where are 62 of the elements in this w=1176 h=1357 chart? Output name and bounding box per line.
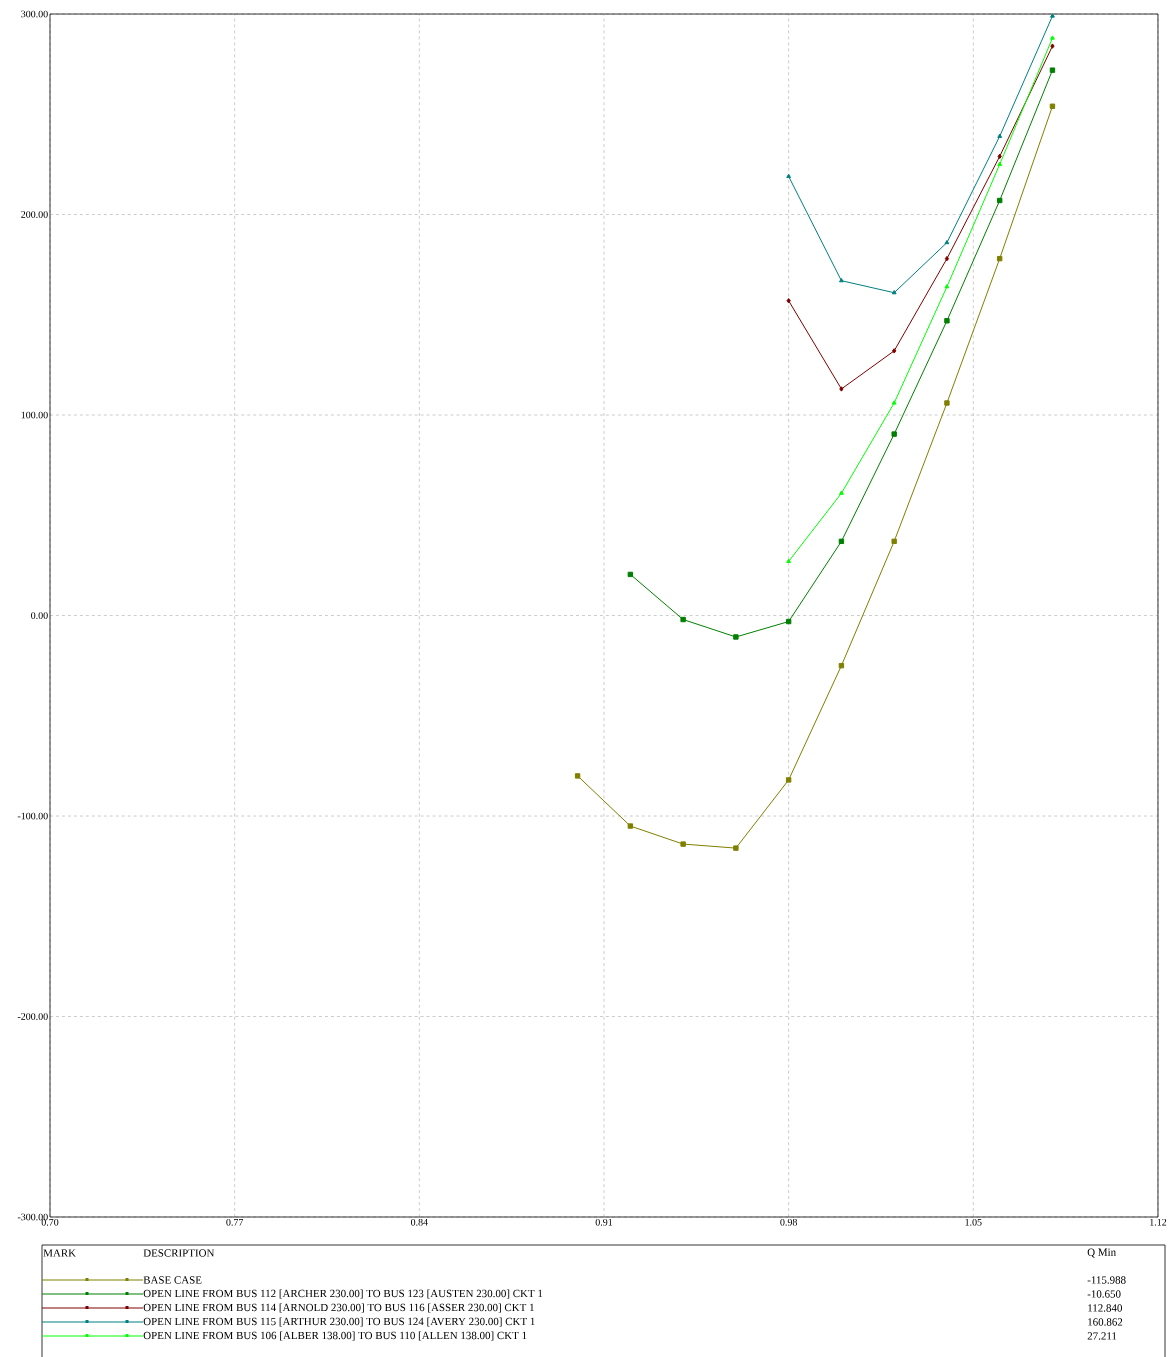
text: -115.988 — [1087, 1276, 1126, 1284]
point — [891, 431, 897, 437]
legend-label: OPEN LINE FROM BUS 114 [ARNOLD 230.00] TO BUS 116 [ASSER 230.00] CKT 1 — [143, 1303, 534, 1313]
point — [839, 386, 844, 392]
point — [838, 538, 845, 545]
point — [786, 558, 792, 563]
point — [1050, 35, 1055, 40]
point — [997, 133, 1003, 138]
text: MARK — [43, 1249, 76, 1257]
point — [944, 239, 950, 245]
point — [785, 618, 792, 625]
point — [944, 284, 950, 289]
point — [997, 153, 1002, 160]
point — [733, 634, 739, 640]
legend-label: OPEN LINE FROM BUS 106 [ALBER 138.00] TO BUS 110 [ALLEN 138.00] CKT 1 — [143, 1331, 527, 1341]
x-tick-label: 0.98 — [780, 1218, 797, 1226]
point — [997, 197, 1003, 204]
point — [1049, 67, 1056, 73]
text: 112.840 — [1088, 1304, 1122, 1312]
legend-label: BASE CASE — [143, 1276, 202, 1284]
x-tick-label: 0.91 — [595, 1218, 613, 1226]
point — [944, 318, 950, 324]
point — [1050, 13, 1055, 18]
text: -10.650 — [1087, 1290, 1121, 1298]
point — [786, 298, 791, 304]
point — [839, 490, 844, 495]
point — [786, 173, 792, 179]
legend-label: OPEN LINE FROM BUS 112 [ARCHER 230.00] TO BUS 123 [AUSTEN 230.00] CKT 1 — [143, 1289, 543, 1299]
point — [733, 845, 739, 851]
text: Q Min — [1087, 1248, 1116, 1258]
point — [997, 161, 1003, 166]
point — [627, 823, 634, 829]
y-tick-label: 200.00 — [21, 211, 48, 218]
point — [1050, 43, 1055, 49]
y-tick-label: 100.00 — [21, 411, 48, 419]
x-tick-label: 0.77 — [226, 1218, 244, 1226]
y-tick-label: 0.00 — [31, 612, 48, 619]
point — [944, 400, 950, 406]
point — [892, 348, 897, 354]
x-tick-label: 0.84 — [410, 1218, 428, 1226]
y-tick-label: -100.00 — [17, 812, 48, 820]
point — [997, 255, 1003, 262]
point — [891, 400, 897, 405]
y-tick-label: -200.00 — [17, 1013, 48, 1020]
point — [680, 841, 686, 847]
text: DESCRIPTION — [143, 1249, 215, 1257]
point — [944, 255, 950, 262]
y-tick-label: 300.00 — [21, 10, 48, 18]
x-tick-label: 1.12 — [1150, 1218, 1167, 1226]
x-tick-label: 1.05 — [965, 1218, 982, 1226]
point — [680, 616, 686, 623]
text: 160.862 — [1088, 1318, 1123, 1326]
y-tick-label: -300.00 — [17, 1213, 48, 1221]
point — [785, 777, 792, 783]
point — [891, 538, 897, 545]
point — [1049, 103, 1056, 109]
point — [891, 290, 897, 295]
point — [839, 277, 844, 283]
x-tick-label: 0.70 — [41, 1218, 59, 1226]
point — [574, 773, 581, 779]
text: 27.211 — [1087, 1332, 1117, 1340]
legend-label: OPEN LINE FROM BUS 115 [ARTHUR 230.00] TO BUS 124 [AVERY 230.00] CKT 1 — [143, 1317, 535, 1327]
